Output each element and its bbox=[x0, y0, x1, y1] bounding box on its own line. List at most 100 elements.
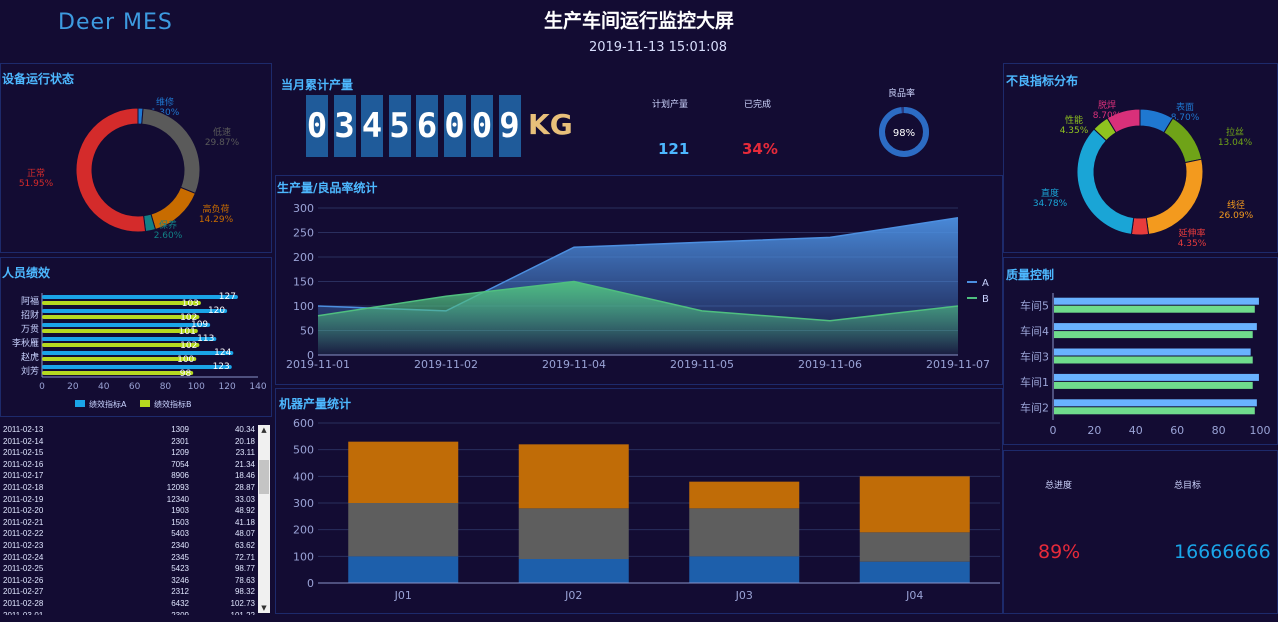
quality-title: 质量控制 bbox=[1006, 268, 1055, 282]
category-label: 万贯 bbox=[21, 324, 39, 335]
data-table[interactable]: 2011-02-13 1309 40.34 2011-02-14 2301 20.18 20… bbox=[3, 425, 257, 615]
gauge-value: 98% bbox=[893, 128, 915, 139]
table-cell: 2309 bbox=[171, 610, 189, 616]
table-cell: 3246 bbox=[171, 575, 189, 585]
category-label: 车间4 bbox=[1020, 324, 1049, 338]
table-row[interactable]: 2011-02-25 5423 98.77 bbox=[3, 564, 257, 576]
table-row[interactable]: 2011-02-16 7054 21.34 bbox=[3, 460, 257, 472]
done-label: 已完成 bbox=[744, 100, 772, 110]
slice-percent: 13.04% bbox=[1218, 138, 1253, 148]
x-tick-label: 2019-11-06 bbox=[798, 358, 862, 371]
slice-percent: 1.30% bbox=[151, 108, 180, 118]
table-cell: 2011-02-18 bbox=[3, 482, 44, 492]
table-cell: 12093 bbox=[166, 482, 189, 492]
table-cell: 2011-03-01 bbox=[3, 610, 44, 616]
donut-slice bbox=[1163, 117, 1203, 164]
category-label: 赵虎 bbox=[21, 351, 39, 363]
table-cell: 5423 bbox=[171, 564, 189, 574]
stack-bar bbox=[348, 556, 459, 583]
donut-slice bbox=[141, 107, 201, 195]
slice-percent: 8.70% bbox=[1093, 111, 1122, 121]
bar-b bbox=[42, 371, 194, 375]
bar-a-label: 120 bbox=[208, 306, 225, 316]
bar-a bbox=[42, 365, 232, 369]
x-tick-label: 2019-11-01 bbox=[286, 358, 350, 371]
table-row[interactable]: 2011-02-15 1209 23.11 bbox=[3, 448, 257, 460]
slice-label: 脱焊 bbox=[1098, 99, 1116, 111]
table-cell: 1209 bbox=[171, 448, 189, 458]
defects-title: 不良指标分布 bbox=[1006, 74, 1079, 88]
table-cell: 2301 bbox=[171, 436, 189, 446]
category-label: 刘芳 bbox=[21, 365, 39, 377]
slice-label: 正常 bbox=[27, 167, 45, 179]
bar-b-label: 102 bbox=[180, 341, 197, 351]
scroll-down-icon[interactable]: ▼ bbox=[261, 604, 267, 612]
scroll-up-icon[interactable]: ▲ bbox=[261, 426, 267, 434]
monthly-output-title: 当月累计产量 bbox=[281, 78, 354, 92]
x-tick-label: 80 bbox=[160, 382, 172, 392]
table-cell: 1309 bbox=[171, 425, 189, 434]
stack-bar bbox=[348, 441, 459, 503]
quality-bar-b bbox=[1054, 356, 1253, 364]
slice-label: 维修 bbox=[156, 96, 174, 108]
table-scrollbar[interactable]: ▲ ▼ bbox=[258, 425, 270, 613]
table-cell: 2011-02-14 bbox=[3, 436, 44, 446]
x-tick-label: 2019-11-05 bbox=[670, 358, 734, 371]
category-label: 车间5 bbox=[1020, 299, 1049, 313]
legend-swatch-a bbox=[75, 400, 85, 407]
stack-bar bbox=[348, 503, 459, 557]
y-tick-label: 50 bbox=[300, 325, 314, 338]
y-tick-label: 300 bbox=[293, 497, 314, 510]
table-cell: 12340 bbox=[166, 494, 189, 504]
y-tick-label: 0 bbox=[307, 349, 314, 362]
bar-a-label: 127 bbox=[219, 292, 236, 302]
table-row[interactable]: 2011-02-22 5403 48.07 bbox=[3, 529, 257, 541]
machine-panel bbox=[275, 388, 1003, 614]
device-status-panel bbox=[0, 63, 272, 253]
table-cell: 40.34 bbox=[234, 425, 255, 434]
slice-label: 线径 bbox=[1227, 199, 1245, 211]
category-label: 车间2 bbox=[1020, 400, 1049, 414]
x-tick-label: 2019-11-07 bbox=[926, 358, 990, 371]
table-cell: 2340 bbox=[171, 540, 189, 550]
table-row[interactable]: 2011-02-26 3246 78.63 bbox=[3, 576, 257, 588]
x-tick-label: 60 bbox=[1170, 424, 1184, 437]
table-row[interactable]: 2011-02-17 8906 18.46 bbox=[3, 471, 257, 483]
slice-percent: 26.09% bbox=[1219, 211, 1254, 221]
series-area bbox=[318, 281, 958, 355]
bar-a-label: 109 bbox=[191, 320, 208, 330]
quality-bar-b bbox=[1054, 331, 1253, 339]
output-unit: KG bbox=[528, 108, 573, 141]
table-row[interactable]: 2011-02-18 12093 28.87 bbox=[3, 483, 257, 495]
table-row[interactable]: 2011-02-24 2345 72.71 bbox=[3, 553, 257, 565]
table-cell: 2011-02-24 bbox=[3, 552, 44, 562]
slice-percent: 34.78% bbox=[1033, 199, 1068, 209]
table-row[interactable]: 2011-02-27 2312 98.32 bbox=[3, 587, 257, 599]
slice-label: 保养 bbox=[159, 219, 177, 231]
bar-a-label: 124 bbox=[214, 348, 231, 358]
scroll-thumb[interactable] bbox=[259, 460, 269, 494]
table-cell: 101.22 bbox=[230, 610, 255, 616]
device-status-title: 设备运行状态 bbox=[2, 72, 75, 86]
table-row[interactable]: 2011-02-19 12340 33.03 bbox=[3, 495, 257, 507]
table-row[interactable]: 2011-02-23 2340 63.62 bbox=[3, 541, 257, 553]
table-cell: 18.46 bbox=[234, 471, 255, 481]
x-tick-label: 40 bbox=[98, 382, 110, 392]
table-cell: 98.77 bbox=[234, 564, 255, 574]
plan-value: 121 bbox=[658, 140, 690, 158]
y-tick-label: 0 bbox=[307, 577, 314, 590]
table-row[interactable]: 2011-03-01 2309 101.22 bbox=[3, 611, 257, 616]
table-row[interactable]: 2011-02-28 6432 102.73 bbox=[3, 599, 257, 611]
category-label: 招财 bbox=[21, 309, 39, 321]
table-row[interactable]: 2011-02-14 2301 20.18 bbox=[3, 437, 257, 449]
x-tick-label: 80 bbox=[1212, 424, 1226, 437]
bar-a-label: 123 bbox=[213, 362, 230, 372]
table-row[interactable]: 2011-02-20 1903 48.92 bbox=[3, 506, 257, 518]
table-cell: 2011-02-16 bbox=[3, 459, 44, 469]
bar-b bbox=[42, 315, 200, 319]
table-cell: 6432 bbox=[171, 598, 189, 608]
staff-panel bbox=[0, 257, 272, 417]
table-row[interactable]: 2011-02-21 1503 41.18 bbox=[3, 518, 257, 530]
table-row[interactable]: 2011-02-13 1309 40.34 bbox=[3, 425, 257, 437]
